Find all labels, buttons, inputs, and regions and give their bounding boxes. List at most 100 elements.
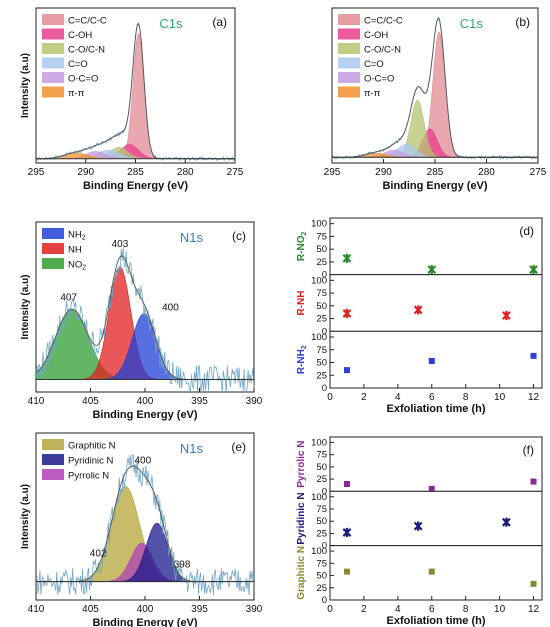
legend-swatch xyxy=(42,439,64,450)
data-point xyxy=(343,568,350,575)
y-tick-label: 50 xyxy=(316,571,327,582)
panel-label: (e) xyxy=(231,440,246,454)
data-point xyxy=(342,253,352,263)
legend-label: O-C=O xyxy=(364,74,394,85)
legend-swatch xyxy=(338,28,360,40)
x-tick-label: 2 xyxy=(361,604,367,615)
plot-area xyxy=(36,22,235,162)
y-tick-label: 100 xyxy=(311,275,327,286)
peak-label: 407 xyxy=(60,292,77,303)
y-tick-label: 50 xyxy=(316,462,327,473)
y-tick-label: 75 xyxy=(316,504,327,515)
x-tick-label: 0 xyxy=(327,392,333,403)
x-tick-label: 285 xyxy=(427,167,444,178)
subplot-r-nh: 025 50 75 100 R-NH xyxy=(296,274,543,337)
x-tick-label: 275 xyxy=(530,167,547,178)
spectrum-title: C1s xyxy=(460,16,484,31)
y-tick-label: 0 xyxy=(322,270,327,281)
legend-swatch xyxy=(338,86,360,98)
x-tick-label: 410 xyxy=(28,396,45,407)
x-tick-label: 12 xyxy=(528,392,540,403)
x-tick-label: 4 xyxy=(395,392,401,403)
x-axis-label: Binding Energy (eV) xyxy=(92,617,197,627)
legend-swatch xyxy=(42,258,64,269)
legend-swatch xyxy=(42,28,64,40)
y-tick-label: 0 xyxy=(322,595,327,606)
legend-label: C-OH xyxy=(364,30,388,41)
x-tick-label: 285 xyxy=(127,167,144,178)
x-tick-label: 6 xyxy=(429,604,435,615)
legend-swatch xyxy=(42,228,64,239)
x-tick-label: 275 xyxy=(227,167,244,178)
y-tick-label: 100 xyxy=(311,492,327,503)
legend-label: C-O/C-N xyxy=(364,45,401,56)
panel-label: (f) xyxy=(523,443,534,457)
y-tick-label: 50 xyxy=(316,301,327,312)
legend-label: C=O xyxy=(68,59,88,70)
x-tick-label: 2 xyxy=(361,392,367,403)
x-tick-label: 280 xyxy=(177,167,194,178)
panel-d: 0255075100R-NO20255075100R-NH0255075100R… xyxy=(296,217,543,415)
subplot-y-label: Pyridinic N xyxy=(296,492,307,544)
x-tick-label: 410 xyxy=(28,604,45,615)
data-point xyxy=(530,352,537,359)
plot-area xyxy=(36,453,254,596)
subplot-y-label: R-NH xyxy=(296,291,307,316)
x-tick-label: 12 xyxy=(528,604,540,615)
legend-label: NH2 xyxy=(68,230,86,242)
panel-label: (c) xyxy=(232,229,246,243)
data-point xyxy=(428,568,435,575)
subplot-y-label: R-NO2 xyxy=(296,232,308,262)
y-tick-label: 25 xyxy=(316,583,327,594)
x-tick-label: 395 xyxy=(191,396,208,407)
y-tick-label: 25 xyxy=(316,257,327,268)
spectrum-title: N1s xyxy=(180,441,204,456)
legend-swatch xyxy=(42,243,64,254)
legend-swatch xyxy=(42,57,64,69)
data-point xyxy=(529,264,538,275)
x-tick-label: 0 xyxy=(327,604,333,615)
y-tick-label: 0 xyxy=(322,486,327,497)
subplot-y-label: Pyrrolic N xyxy=(296,441,307,488)
y-tick-label: 100 xyxy=(311,219,327,230)
legend-label: π-π xyxy=(364,88,381,99)
data-point xyxy=(413,305,423,315)
legend-swatch xyxy=(338,57,360,69)
y-axis-label: Intensity (a.u) xyxy=(20,274,31,339)
data-point xyxy=(413,521,423,531)
legend-swatch xyxy=(42,43,64,54)
y-tick-label: 100 xyxy=(311,332,327,343)
panel-a: 295 290 285 280 275 Binding Energy (eV) Intens… xyxy=(20,7,244,192)
legend-swatch xyxy=(42,72,64,83)
y-tick-label: 75 xyxy=(316,450,327,461)
y-axis-label: Intensity (a.u) xyxy=(20,53,31,118)
peak-label: 398 xyxy=(174,559,191,570)
spectrum-title: N1s xyxy=(180,230,204,245)
data-point xyxy=(342,527,352,538)
data-point xyxy=(343,367,350,374)
x-tick-label: 8 xyxy=(463,604,469,615)
y-tick-label: 50 xyxy=(316,358,327,369)
legend-swatch xyxy=(42,454,64,465)
peak-label: 400 xyxy=(162,303,179,314)
y-tick-label: 25 xyxy=(316,528,327,539)
x-axis-label: Exfoliation time (h) xyxy=(387,615,486,627)
panel-label: (d) xyxy=(519,224,534,238)
peak-label: 402 xyxy=(90,549,107,560)
x-tick-label: 8 xyxy=(463,392,469,403)
data-point xyxy=(502,517,511,527)
x-tick-label: 295 xyxy=(324,167,341,178)
legend-label: NO2 xyxy=(68,260,86,272)
x-axis-label: Binding Energy (eV) xyxy=(382,180,487,192)
legend-label: Graphitic N xyxy=(68,441,116,452)
x-tick-label: 405 xyxy=(82,604,99,615)
y-tick-label: 75 xyxy=(316,288,327,299)
legend-label: π-π xyxy=(68,88,85,99)
y-tick-label: 25 xyxy=(316,474,327,485)
legend-swatch xyxy=(42,14,64,25)
panel-e: 410 405 400 395 390 Binding Energy (eV) Intens… xyxy=(20,432,263,627)
